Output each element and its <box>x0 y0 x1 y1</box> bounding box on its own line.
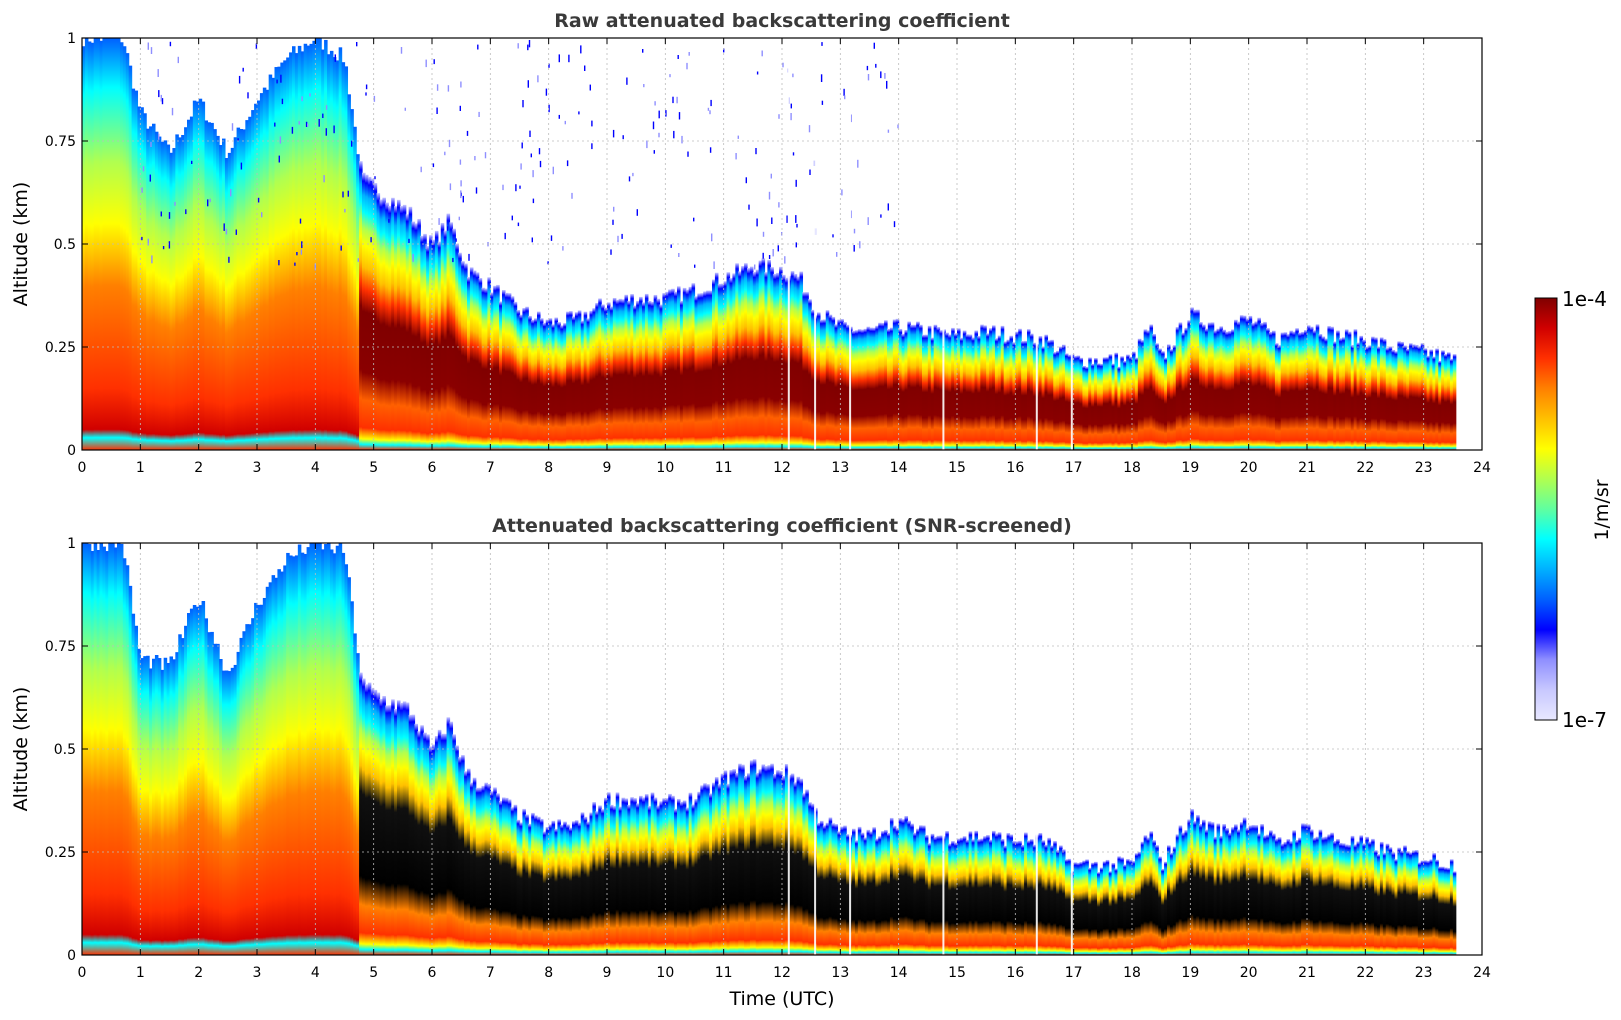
y-tick-label: 0.5 <box>54 237 76 253</box>
x-tick-label: 9 <box>603 965 612 981</box>
y-axis-ticks: 0 0.25 0.5 0.75 1 <box>45 536 1482 964</box>
raw-backscatter-panel: Raw attenuated backscattering coefficien… <box>10 10 1491 476</box>
x-tick-label: 8 <box>544 460 553 476</box>
x-tick-label: 12 <box>773 460 791 476</box>
x-tick-label: 2 <box>194 965 203 981</box>
x-axis-ticks: 0 1 2 3 4 5 6 7 8 9 10 11 12 13 14 15 16 17 18 19 20 21 22 23 24 <box>78 38 1491 476</box>
x-tick-label: 19 <box>1181 460 1199 476</box>
x-tick-label: 13 <box>831 965 849 981</box>
x-tick-label: 14 <box>890 460 908 476</box>
y-tick-label: 0.25 <box>45 845 76 861</box>
x-tick-label: 0 <box>78 965 87 981</box>
x-tick-label: 17 <box>1065 460 1083 476</box>
x-tick-label: 14 <box>890 965 908 981</box>
x-tick-label: 7 <box>486 965 495 981</box>
y-tick-label: 0.75 <box>45 134 76 150</box>
x-tick-label: 18 <box>1123 965 1141 981</box>
y-axis-label: Altitude (km) <box>10 182 32 307</box>
x-tick-label: 18 <box>1123 460 1141 476</box>
x-tick-label: 23 <box>1415 965 1433 981</box>
colorbar: 1e-4 1e-7 1/m/sr <box>1534 287 1613 732</box>
x-axis-ticks: 0 1 2 3 4 5 6 7 8 9 10 11 12 13 14 15 16 17 18 19 20 21 22 23 24 <box>78 543 1491 981</box>
x-tick-label: 7 <box>486 460 495 476</box>
y-tick-label: 0.5 <box>54 742 76 758</box>
panel-title: Raw attenuated backscattering coefficien… <box>554 10 1010 32</box>
x-tick-label: 6 <box>428 965 437 981</box>
x-tick-label: 11 <box>715 965 733 981</box>
y-axis-ticks: 0 0.25 0.5 0.75 1 <box>45 31 1482 459</box>
colorbar-min-label: 1e-7 <box>1562 708 1607 732</box>
x-tick-label: 1 <box>136 965 145 981</box>
grid <box>82 38 1482 450</box>
x-tick-label: 9 <box>603 460 612 476</box>
grid <box>82 543 1482 955</box>
y-tick-label: 0.25 <box>45 340 76 356</box>
screened-backscatter-panel: Attenuated backscattering coefficient (S… <box>10 515 1491 1010</box>
x-tick-label: 21 <box>1298 460 1316 476</box>
y-axis-label: Altitude (km) <box>10 687 32 812</box>
x-tick-label: 23 <box>1415 460 1433 476</box>
x-tick-label: 16 <box>1006 460 1024 476</box>
x-tick-label: 22 <box>1356 460 1374 476</box>
y-tick-label: 1 <box>67 536 76 552</box>
x-tick-label: 4 <box>311 460 320 476</box>
x-tick-label: 22 <box>1356 965 1374 981</box>
y-tick-label: 1 <box>67 31 76 47</box>
x-tick-label: 17 <box>1065 965 1083 981</box>
x-tick-label: 21 <box>1298 965 1316 981</box>
x-tick-label: 3 <box>253 965 262 981</box>
y-tick-label: 0 <box>67 948 76 964</box>
x-tick-label: 24 <box>1473 965 1491 981</box>
x-tick-label: 0 <box>78 460 87 476</box>
colorbar-unit-label: 1/m/sr <box>1591 479 1613 540</box>
x-tick-label: 10 <box>656 965 674 981</box>
x-tick-label: 8 <box>544 965 553 981</box>
x-tick-label: 19 <box>1181 965 1199 981</box>
x-tick-label: 10 <box>656 460 674 476</box>
x-axis-label: Time (UTC) <box>728 988 834 1010</box>
y-tick-label: 0 <box>67 443 76 459</box>
y-tick-label: 0.75 <box>45 639 76 655</box>
x-tick-label: 20 <box>1240 965 1258 981</box>
x-tick-label: 5 <box>369 460 378 476</box>
x-tick-label: 6 <box>428 460 437 476</box>
x-tick-label: 24 <box>1473 460 1491 476</box>
x-tick-label: 16 <box>1006 965 1024 981</box>
x-tick-label: 5 <box>369 965 378 981</box>
x-tick-label: 2 <box>194 460 203 476</box>
colorbar-gradient <box>1534 297 1558 721</box>
x-tick-label: 20 <box>1240 460 1258 476</box>
x-tick-label: 12 <box>773 965 791 981</box>
x-tick-label: 15 <box>948 460 966 476</box>
x-tick-label: 13 <box>831 460 849 476</box>
x-tick-label: 15 <box>948 965 966 981</box>
x-tick-label: 1 <box>136 460 145 476</box>
x-tick-label: 4 <box>311 965 320 981</box>
colorbar-max-label: 1e-4 <box>1562 287 1607 311</box>
x-tick-label: 3 <box>253 460 262 476</box>
panel-title: Attenuated backscattering coefficient (S… <box>492 515 1072 537</box>
x-tick-label: 11 <box>715 460 733 476</box>
